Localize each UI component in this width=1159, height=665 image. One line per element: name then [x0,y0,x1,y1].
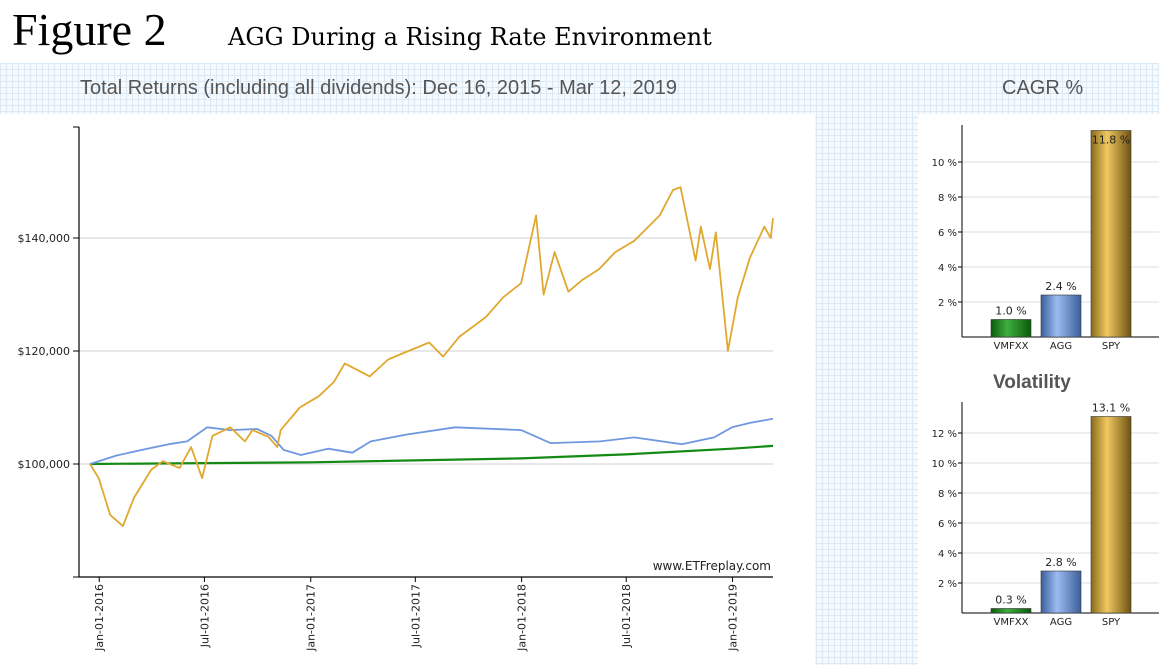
bar-category-label: VMFXX [994,617,1029,628]
y-tick-label: $140,000 [18,232,71,245]
cagr-bar-chart: 2 % 4 % 6 % 8 % 10 % 1.0 % VMFXX 2.4 % AGG 11.8 %… [932,125,1159,352]
x-tick-label: Jul-01-2018 [620,584,633,648]
bar-vmfxx [990,319,1032,338]
x-tick-label: Jan-01-2019 [727,584,740,652]
x-tick-label: Jan-01-2017 [305,584,318,652]
bar-y-tick-label: 12 % [932,429,957,440]
x-tick-label: Jul-01-2016 [198,584,211,648]
main-chart-header: Total Returns (including all dividends):… [80,77,677,99]
series-line-vmfxx [89,444,774,466]
bar-y-tick-label: 8 % [938,489,957,500]
bar-category-label: VMFXX [994,341,1029,352]
bar-y-tick-label: 10 % [932,459,957,470]
series-line-spy [89,186,774,527]
bar-value-label: 13.1 % [1092,402,1130,415]
bar-spy [1090,416,1132,614]
bar-y-tick-label: 6 % [938,519,957,530]
x-tick-label: Jan-01-2018 [516,584,529,652]
series-line-agg [89,417,774,465]
figure-label: Figure 2 [12,4,167,55]
bar-value-label: 1.0 % [995,305,1026,318]
main-chart-panel [0,114,815,665]
bar-y-tick-label: 8 % [938,193,957,204]
watermark: www.ETFreplay.com [653,559,771,573]
volatility-title: Volatility [993,372,1071,393]
bar-vmfxx [990,608,1032,614]
bar-y-tick-label: 2 % [938,298,957,309]
bar-category-label: SPY [1102,341,1121,352]
figure-title: AGG During a Rising Rate Environment [228,23,712,51]
bar-agg [1040,294,1082,338]
y-tick-label: $100,000 [18,458,71,471]
bar-category-label: AGG [1050,617,1072,628]
bar-y-tick-label: 2 % [938,579,957,590]
bar-value-label: 2.4 % [1045,280,1076,293]
bar-value-label: 0.3 % [995,594,1026,607]
x-tick-label: Jan-01-2016 [93,584,106,652]
bar-category-label: AGG [1050,341,1072,352]
bar-spy [1090,130,1132,338]
volatility-bar-chart: 2 % 4 % 6 % 8 % 10 % 12 % 0.3 % VMFXX 2.8 % AGG 13… [932,402,1159,628]
bar-y-tick-label: 10 % [932,158,957,169]
bar-value-label: 11.8 % [1092,134,1130,147]
line-chart: $100,000 $120,000 $140,000 Jan-01-2016 Jul-0… [18,126,774,652]
bar-y-tick-label: 4 % [938,263,957,274]
bar-agg [1040,570,1082,614]
bar-y-tick-label: 4 % [938,549,957,560]
bar-value-label: 2.8 % [1045,556,1076,569]
x-tick-label: Jul-01-2017 [409,584,422,648]
y-tick-label: $120,000 [18,345,71,358]
cagr-header: CAGR % [1002,77,1084,99]
bar-category-label: SPY [1102,617,1121,628]
bar-y-tick-label: 6 % [938,228,957,239]
